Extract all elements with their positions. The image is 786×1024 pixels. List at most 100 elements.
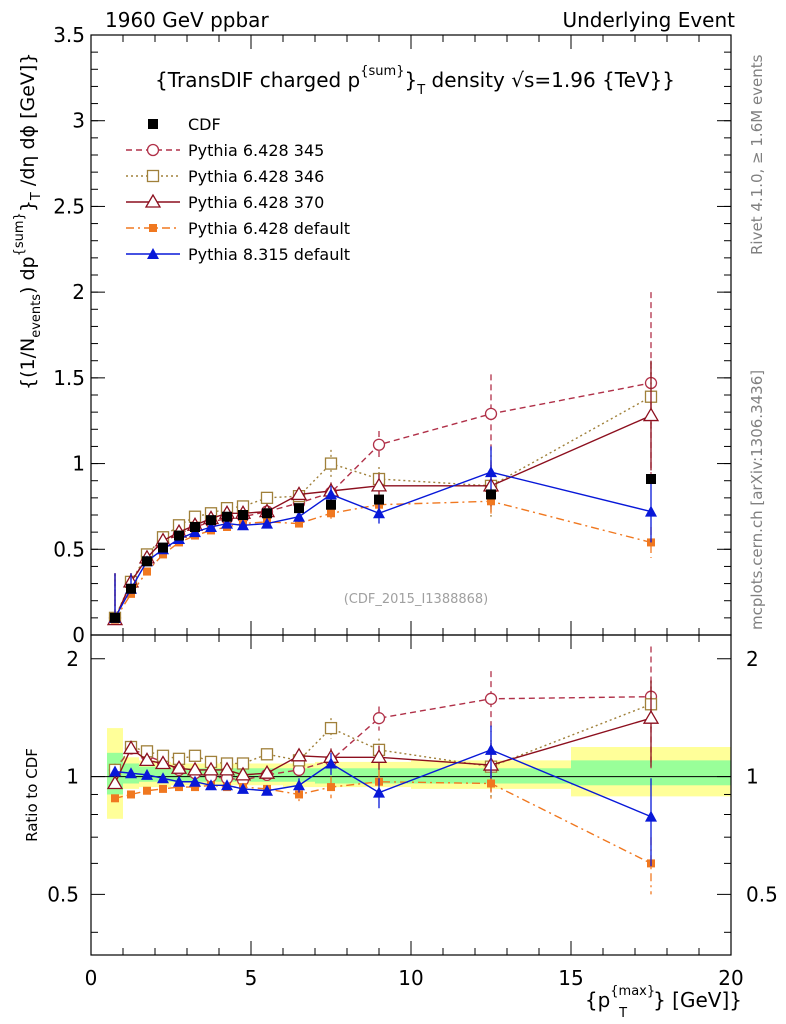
legend-label-p8def: Pythia 8.315 default <box>188 245 350 264</box>
header-left: 1960 GeV ppbar <box>105 8 269 32</box>
main-point-p6def <box>295 519 303 528</box>
ratio-point-p6def <box>295 790 303 799</box>
mcplots-label: mcplots.cern.ch [arXiv:1306.3436] <box>748 370 766 630</box>
main-point-p6def <box>127 589 135 598</box>
ratio-point-p8def <box>125 767 137 779</box>
xtick-label: 0 <box>85 966 98 990</box>
ratio-point-p8def <box>221 779 233 791</box>
ratio-point-p8def <box>237 782 249 794</box>
legend: CDF Pythia 6.428 345 Pythia 6.428 346 Pythi… <box>126 115 350 264</box>
ratio-point-p8def <box>645 810 657 822</box>
main-point-p6def <box>159 550 167 559</box>
main-point-cdf <box>262 508 272 519</box>
ratio-point-p346 <box>260 748 274 761</box>
ratio-point-p6def <box>327 783 335 792</box>
main-point-p370 <box>290 486 308 501</box>
main-point-cdf <box>206 515 216 526</box>
main-point-cdf <box>190 522 200 532</box>
legend-label-p346: Pythia 6.428 346 <box>188 167 324 186</box>
ratio-ylabel: Ratio to CDF <box>23 748 41 842</box>
xtick-label: 5 <box>245 966 258 990</box>
legend-label-cdf: CDF <box>188 115 221 134</box>
legend-marker-cdf <box>148 119 158 129</box>
main-point-cdf <box>142 556 152 567</box>
ratio-point-p6def <box>159 784 167 793</box>
main-point-cdf <box>294 503 304 514</box>
xtick-label: 10 <box>398 966 423 990</box>
ratio-point-p345 <box>372 712 386 725</box>
rivet-label: Rivet 4.1.0, ≥ 1.6M events <box>748 54 766 255</box>
band-green-11 <box>315 768 347 784</box>
ratio-point-p8def <box>141 768 153 780</box>
main-ylabel: {(1/Nevents) dp{sum}}T /dη dϕ [GeV]} <box>12 53 44 390</box>
legend-label-p370: Pythia 6.428 370 <box>188 193 324 212</box>
main-point-cdf <box>158 542 168 553</box>
ratio-point-p370 <box>186 761 204 776</box>
ratio-point-p8def <box>173 775 185 787</box>
ratio-uncertainty-bands <box>91 728 731 819</box>
chart-title: {TransDIF charged p{sum}}T density √s=1.… <box>155 64 675 98</box>
ratio-ytick-label-right: 0.5 <box>746 882 778 906</box>
legend-marker-p6def <box>149 224 157 232</box>
main-point-p8def <box>373 507 385 519</box>
main-point-p6def <box>487 497 495 506</box>
main-ytick-label: 2.5 <box>53 194 85 218</box>
ratio-point-p8def <box>485 743 497 755</box>
ratio-ytick-label-right: 2 <box>746 647 759 671</box>
main-point-p8def <box>485 466 497 478</box>
ratio-point-p346 <box>324 721 338 735</box>
ratio-point-p370 <box>290 747 308 762</box>
ratio-point-p8def <box>189 775 201 787</box>
main-point-p8def <box>293 510 305 522</box>
ratio-axis-ticks: 0.5 0.51 12 20 5 10 15 20 <box>47 635 778 990</box>
ratio-point-p370 <box>106 775 124 790</box>
main-point-p346 <box>260 491 274 505</box>
main-point-p345 <box>484 407 498 421</box>
ratio-point-p8def <box>109 765 121 777</box>
legend-label-p6def: Pythia 6.428 default <box>188 219 350 238</box>
legend-marker-p8def <box>147 248 159 259</box>
ratio-point-p8def <box>325 757 337 769</box>
header-right: Underlying Event <box>562 8 735 32</box>
ratio-ytick-label-right: 1 <box>746 765 759 789</box>
ratio-point-p6def <box>175 783 183 792</box>
main-ytick-label: 2 <box>72 280 85 304</box>
main-ytick-label: 1.5 <box>53 366 85 390</box>
xtick-label: 20 <box>718 966 743 990</box>
main-point-cdf <box>238 510 248 520</box>
main-point-p8def <box>221 517 233 529</box>
main-axis-ticks: 0 0.5 1 1.5 2 2.5 3 3.5 <box>53 23 732 647</box>
main-ytick-label: 0.5 <box>53 537 85 561</box>
main-point-cdf <box>374 494 384 505</box>
main-point-p6def <box>327 509 335 518</box>
legend-marker-p345 <box>146 143 160 157</box>
main-point-p370 <box>642 407 660 422</box>
main-point-p346 <box>324 457 338 470</box>
ratio-point-p370 <box>170 759 188 774</box>
main-ytick-label: 1 <box>72 452 85 476</box>
ratio-point-p370 <box>258 764 276 779</box>
ratio-point-p8def <box>157 772 169 784</box>
ratio-point-p370 <box>234 766 252 781</box>
legend-marker-p370 <box>144 193 162 208</box>
ratio-point-p346 <box>188 749 202 762</box>
main-panel-frame <box>90 34 732 636</box>
analysis-watermark: (CDF_2015_I1388868) <box>344 592 489 607</box>
main-series-layer <box>106 292 660 626</box>
ratio-point-p370 <box>122 740 140 755</box>
main-line-p345 <box>114 382 652 619</box>
ratio-point-p6def <box>127 790 135 799</box>
ratio-ytick-label: 0.5 <box>47 882 79 906</box>
ratio-ytick-label: 1 <box>66 765 79 789</box>
ratio-point-p8def <box>373 786 385 798</box>
ratio-point-p370 <box>218 761 236 776</box>
main-point-cdf <box>174 530 184 541</box>
ratio-point-p8def <box>261 784 273 796</box>
legend-marker-p346 <box>146 169 160 183</box>
main-point-p8def <box>645 505 657 517</box>
main-point-p8def <box>261 517 273 529</box>
ratio-point-p6def <box>111 794 119 803</box>
main-ytick-label: 0 <box>72 623 85 647</box>
main-point-cdf <box>486 489 496 500</box>
ratio-point-p8def <box>205 779 217 791</box>
